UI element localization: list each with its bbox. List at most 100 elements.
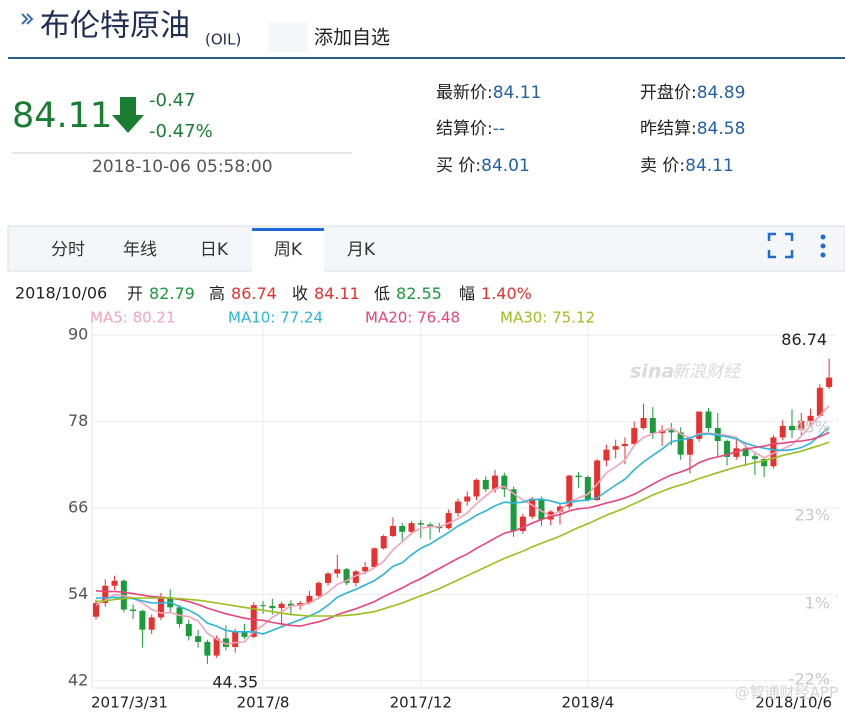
candle-body <box>352 571 359 583</box>
candle-body <box>93 603 99 617</box>
info-label: 收 <box>292 284 308 303</box>
tab[interactable]: 分时 <box>51 240 85 260</box>
candle-body <box>148 617 155 630</box>
candle-body <box>501 475 508 490</box>
active-tab[interactable] <box>252 229 324 272</box>
candle-body <box>380 536 387 549</box>
y2-tick-label: -22% <box>789 670 830 689</box>
info-item: 高 86.74 <box>209 284 277 303</box>
quote-time: 2018-10-06 05:58:00 <box>92 157 273 177</box>
candle-body <box>287 603 294 606</box>
active-tab-indicator <box>252 228 324 231</box>
candle-body <box>779 425 786 438</box>
candle-body <box>584 477 591 501</box>
quote-field: 最新价:84.11 <box>436 83 541 103</box>
candle-body <box>761 459 768 467</box>
candle-body <box>213 638 220 656</box>
legend-entry: MA5: 80.21 <box>90 309 176 327</box>
candle-body <box>566 475 573 507</box>
quote-field: 结算价:-- <box>436 119 505 139</box>
candle-body <box>343 569 350 583</box>
y-tick-label: 90 <box>68 325 88 344</box>
candle-body <box>408 523 415 532</box>
fullscreen-icon[interactable] <box>767 232 794 259</box>
field-label: 最新价: <box>436 83 493 103</box>
candle-body <box>621 443 628 447</box>
field-label: 买 价: <box>436 156 481 176</box>
candle-body <box>677 432 684 455</box>
candle-body <box>538 498 545 520</box>
menu-dot[interactable] <box>820 234 826 240</box>
candle-body <box>482 479 489 490</box>
field-value: 84.11 <box>493 83 542 103</box>
info-value: 1.40% <box>481 284 532 303</box>
candle-body <box>222 638 229 647</box>
candle-body <box>807 415 814 421</box>
info-value: 82.55 <box>396 284 442 303</box>
info-item: 幅 1.40% <box>459 284 532 303</box>
quote-field: 开盘价:84.89 <box>640 83 745 103</box>
fullscreen-corners[interactable] <box>767 232 794 259</box>
field-value: 84.01 <box>481 156 530 176</box>
candle-body <box>195 636 202 642</box>
legend-entry: MA10: 77.24 <box>228 309 323 327</box>
x-tick-label: 2018/4 <box>561 694 614 712</box>
tab-bar <box>7 225 845 272</box>
candle-body <box>789 425 795 431</box>
candle-body <box>751 456 758 460</box>
field-value: 84.11 <box>685 156 734 176</box>
candle-body <box>204 641 211 656</box>
info-item: 开 82.79 <box>127 284 195 303</box>
ma-line <box>95 441 830 617</box>
x-tick-label: 2018/10/6 <box>755 694 832 712</box>
placeholder <box>268 22 308 52</box>
nav-icon[interactable] <box>21 13 34 25</box>
info-value: 86.74 <box>231 284 277 303</box>
info-value: 82.79 <box>149 284 195 303</box>
watermark-logo: sina <box>630 361 674 383</box>
menu-icon[interactable] <box>820 234 826 258</box>
info-date: 2018/10/06 <box>15 284 107 303</box>
candle-body <box>157 597 164 618</box>
y-tick-label: 54 <box>68 584 88 603</box>
watermark-text: 新浪财经 <box>672 362 742 382</box>
y2-tick-label: 23% <box>794 506 830 525</box>
tab[interactable]: 日K <box>200 240 229 260</box>
candle-body <box>102 585 109 604</box>
tab[interactable]: 年线 <box>123 240 157 260</box>
candle-body <box>278 603 285 609</box>
candle-body <box>334 569 341 574</box>
tab[interactable]: 月K <box>347 240 376 260</box>
y2-tick-label: 1% <box>805 594 830 613</box>
low-annotation: 44.35 <box>212 672 258 691</box>
field-value: 84.58 <box>697 119 746 139</box>
quote-field: 买 价:84.01 <box>436 156 530 176</box>
candle-body <box>603 449 610 461</box>
info-label: 开 <box>127 284 143 303</box>
candle-body <box>557 506 563 512</box>
info-label: 高 <box>209 284 225 303</box>
candle-body <box>631 428 638 444</box>
candle-body <box>232 631 239 647</box>
quote-field: 卖 价:84.11 <box>640 156 734 176</box>
candle-body <box>705 411 712 429</box>
menu-dot[interactable] <box>820 243 826 249</box>
candle-body <box>241 631 248 637</box>
candle-body <box>417 523 424 525</box>
candle-body <box>315 582 322 596</box>
tab[interactable]: 周K <box>274 240 303 260</box>
candle-body <box>185 623 192 637</box>
x-tick-label: 2017/3/31 <box>91 694 168 712</box>
info-label: 幅 <box>459 284 475 303</box>
candle-body <box>445 513 452 529</box>
candle-body <box>250 605 257 637</box>
info-item: 低 82.55 <box>374 284 442 303</box>
candle-body <box>510 489 517 532</box>
down-arrow <box>112 97 144 133</box>
candle-body <box>427 524 434 527</box>
candle-body <box>575 475 582 478</box>
menu-dot[interactable] <box>820 252 826 258</box>
add-button[interactable]: 添加自选 <box>314 27 390 49</box>
candle-body <box>686 438 693 455</box>
